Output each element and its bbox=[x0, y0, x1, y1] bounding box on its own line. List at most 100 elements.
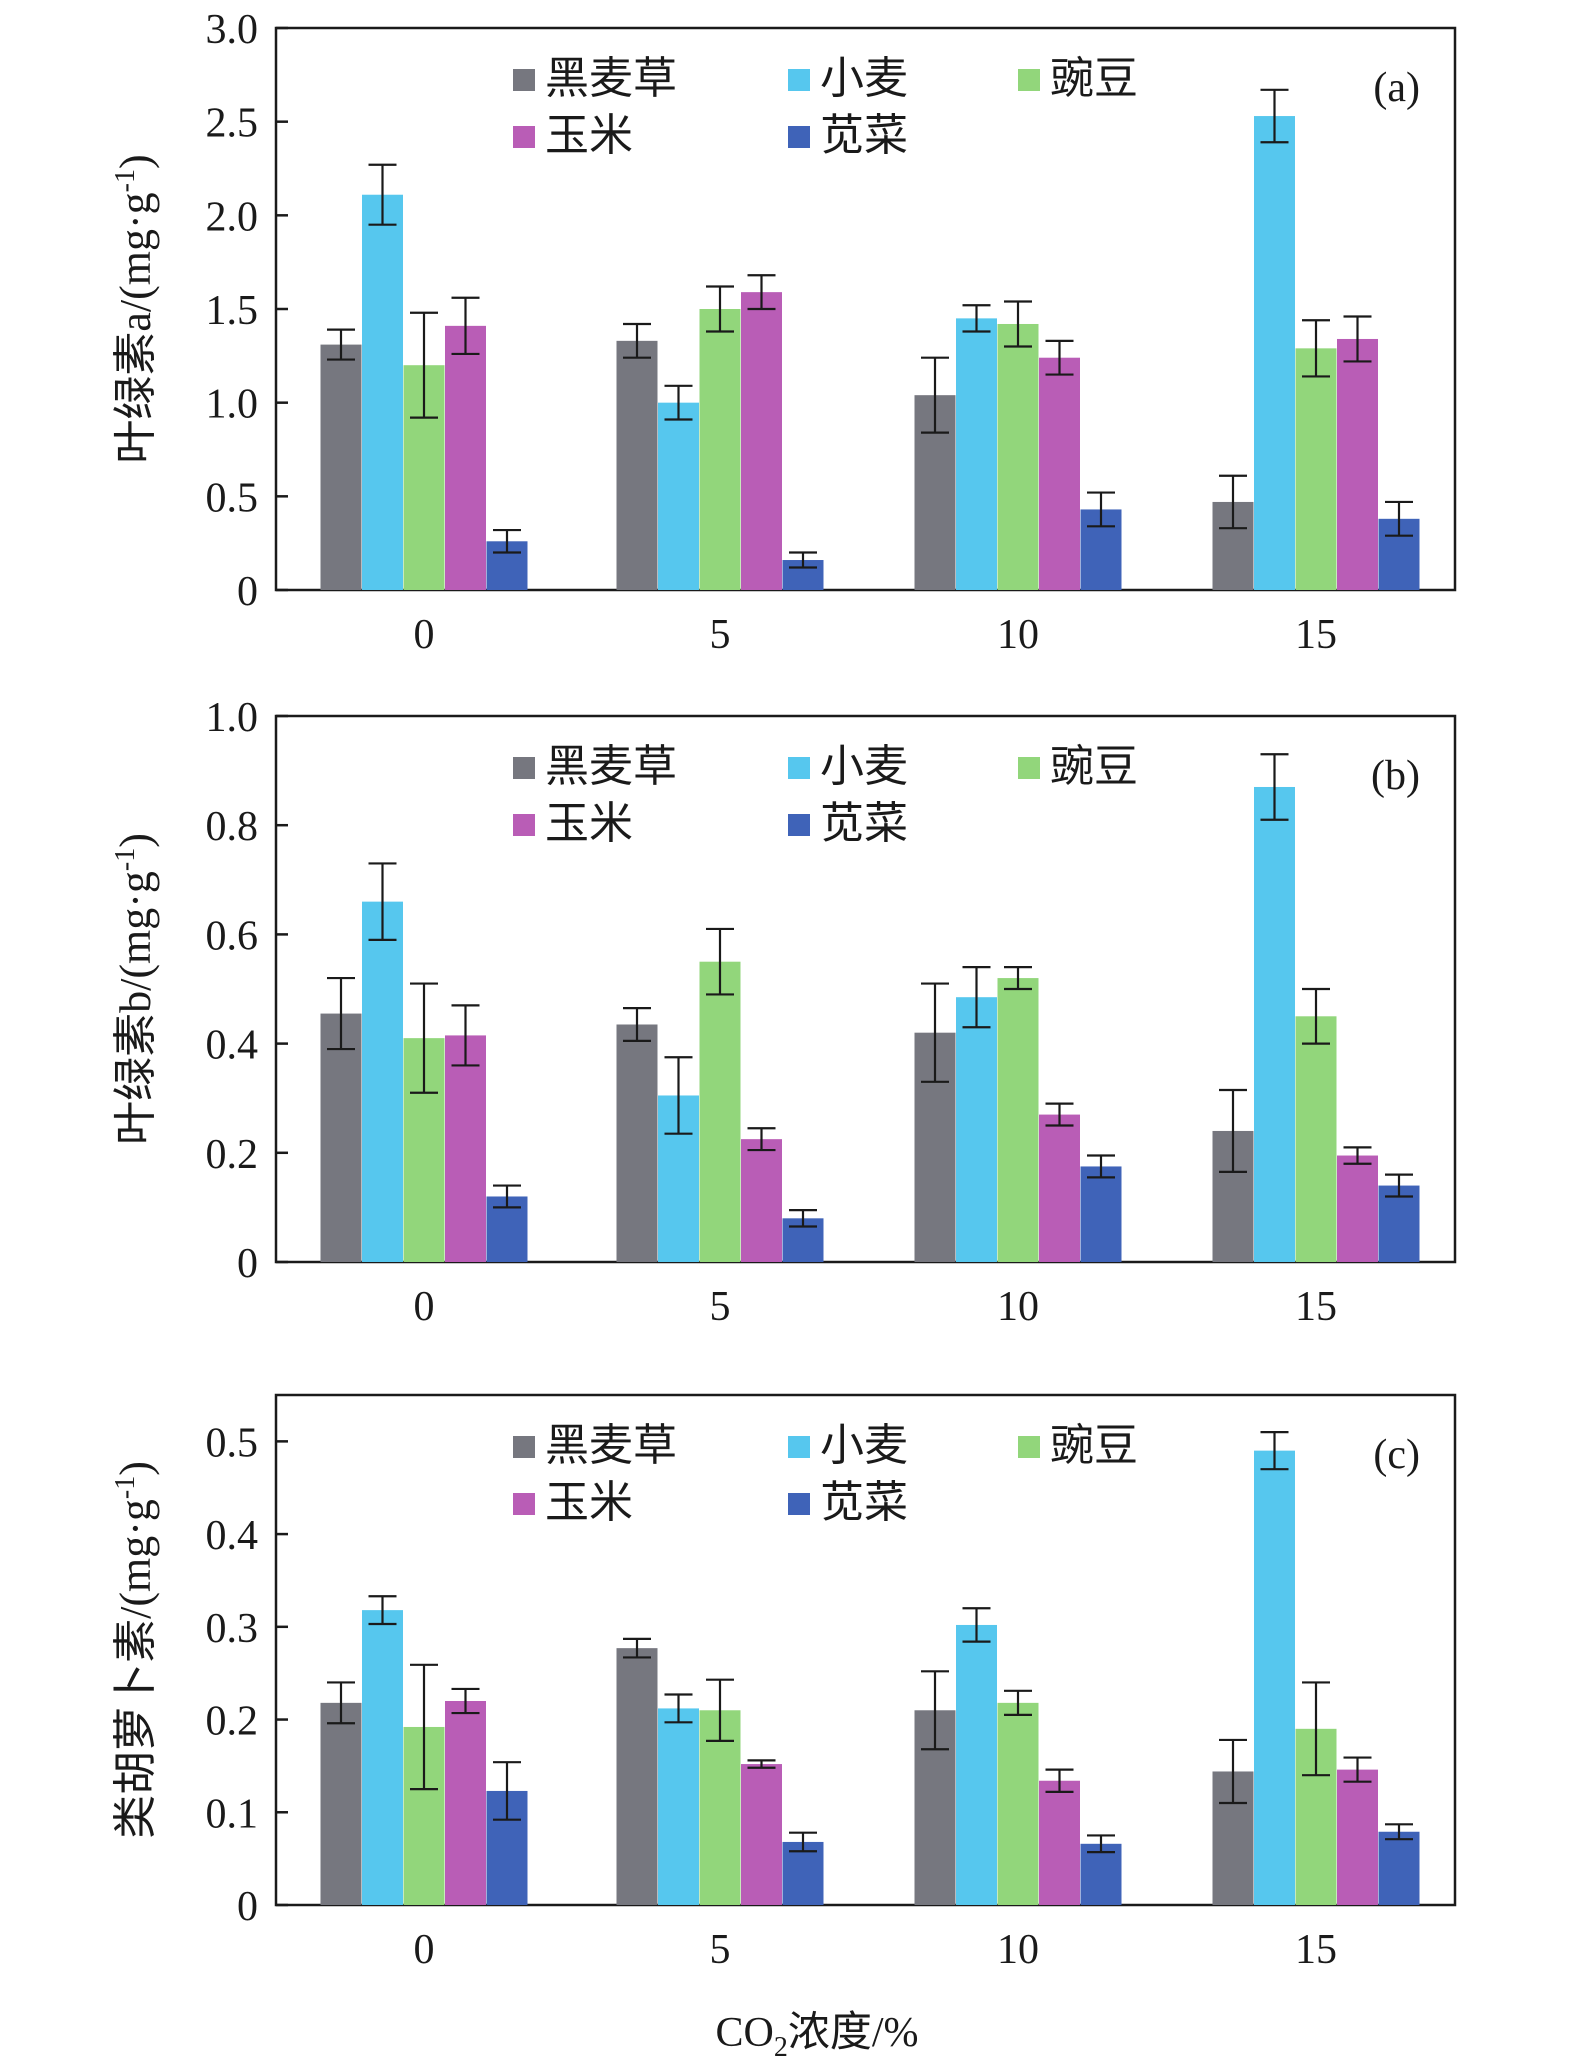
bar bbox=[1337, 1769, 1378, 1905]
legend-item: 玉米 bbox=[513, 799, 633, 848]
bar bbox=[616, 1648, 658, 1905]
bar bbox=[699, 961, 741, 1262]
legend-item: 小麦 bbox=[788, 1421, 908, 1470]
legend-swatch bbox=[788, 126, 810, 148]
legend-swatch bbox=[513, 757, 535, 779]
bar bbox=[445, 325, 486, 590]
y-tick-label: 1.0 bbox=[206, 382, 259, 428]
legend-item: 豌豆 bbox=[1018, 54, 1138, 103]
legend-label: 玉米 bbox=[545, 111, 633, 160]
bar bbox=[1254, 1450, 1295, 1905]
bar bbox=[1039, 357, 1080, 590]
bar bbox=[741, 1139, 782, 1262]
x-tick-label: 5 bbox=[710, 1927, 731, 1973]
bar bbox=[956, 997, 997, 1262]
y-axis-label: 叶绿素b/(mg·g-1) bbox=[110, 833, 160, 1145]
bar bbox=[1337, 338, 1378, 590]
legend-label: 豌豆 bbox=[1050, 1421, 1138, 1470]
y-tick-label: 0.4 bbox=[206, 1023, 259, 1069]
bar bbox=[1295, 1016, 1337, 1262]
bar bbox=[956, 318, 997, 590]
y-tick-label: 3.0 bbox=[206, 7, 259, 53]
y-axis-label: 类胡萝卜素/(mg·g-1) bbox=[110, 1461, 160, 1839]
legend-label: 玉米 bbox=[545, 1478, 633, 1527]
legend-swatch bbox=[513, 814, 535, 836]
plot-frame bbox=[274, 714, 1457, 1264]
x-tick-label: 0 bbox=[414, 1927, 435, 1973]
bar bbox=[1378, 1185, 1420, 1262]
legend-label: 豌豆 bbox=[1050, 54, 1138, 103]
legend-label: 黑麦草 bbox=[545, 1421, 677, 1470]
x-tick-label: 15 bbox=[1295, 1284, 1337, 1330]
legend-swatch bbox=[513, 126, 535, 148]
bar bbox=[362, 194, 403, 590]
legend-swatch bbox=[788, 757, 810, 779]
y-tick-label: 0.1 bbox=[206, 1791, 259, 1837]
chart-panel-1: 0 0.5 1.0 1.5 2.0 2.5 3.0 0 5 10 15 叶绿素a/(mg·g-1) (a… bbox=[110, 7, 1457, 658]
legend-label: 小麦 bbox=[820, 1421, 908, 1470]
x-tick-label: 10 bbox=[997, 1927, 1039, 1973]
legend-swatch bbox=[513, 1436, 535, 1458]
legend-item: 玉米 bbox=[513, 111, 633, 160]
bar bbox=[782, 1841, 824, 1905]
bar bbox=[1039, 1114, 1080, 1262]
legend-item: 黑麦草 bbox=[513, 1421, 677, 1470]
legend-item: 小麦 bbox=[788, 742, 908, 791]
x-axis-label: CO2浓度/% bbox=[715, 2010, 918, 2063]
bar bbox=[362, 1610, 403, 1905]
legend-label: 小麦 bbox=[820, 54, 908, 103]
bar bbox=[741, 1764, 782, 1905]
x-tick-label: 15 bbox=[1295, 1927, 1337, 1973]
y-tick-label: 0.6 bbox=[206, 913, 259, 959]
y-tick-label: 1.0 bbox=[206, 695, 259, 741]
bar bbox=[658, 1708, 699, 1905]
legend-item: 豌豆 bbox=[1018, 1421, 1138, 1470]
x-tick-label: 5 bbox=[710, 1284, 731, 1330]
legend-swatch bbox=[788, 1493, 810, 1515]
bar bbox=[320, 1013, 362, 1262]
bar bbox=[1337, 1155, 1378, 1262]
legend-label: 黑麦草 bbox=[545, 54, 677, 103]
y-tick-label: 1.5 bbox=[206, 288, 259, 334]
bar bbox=[699, 309, 741, 590]
y-tick-label: 0.8 bbox=[206, 804, 259, 850]
bar bbox=[1080, 1166, 1122, 1262]
chart-panel-3: 0 0.1 0.2 0.3 0.4 0.5 0 5 10 15 类胡萝卜素/(mg·g-1) (c) 黑… bbox=[110, 1393, 1457, 1973]
legend-label: 黑麦草 bbox=[545, 742, 677, 791]
bar bbox=[445, 1035, 486, 1262]
legend-label: 豌豆 bbox=[1050, 742, 1138, 791]
y-tick-label: 0 bbox=[237, 1884, 258, 1930]
y-tick-label: 0 bbox=[237, 1241, 258, 1287]
x-tick-label: 15 bbox=[1295, 612, 1337, 658]
bar bbox=[1254, 116, 1295, 591]
bar bbox=[362, 901, 403, 1262]
legend-item: 黑麦草 bbox=[513, 54, 677, 103]
panel-label: (a) bbox=[1373, 65, 1420, 111]
bar bbox=[658, 402, 699, 590]
y-tick-label: 0.2 bbox=[206, 1699, 259, 1745]
legend-item: 豌豆 bbox=[1018, 742, 1138, 791]
bar bbox=[997, 323, 1039, 590]
bar bbox=[699, 1710, 741, 1905]
bar bbox=[320, 344, 362, 590]
bar bbox=[616, 340, 658, 590]
bar bbox=[956, 1624, 997, 1905]
bar bbox=[616, 1024, 658, 1262]
x-tick-label: 10 bbox=[997, 612, 1039, 658]
y-tick-label: 2.5 bbox=[206, 101, 259, 147]
bar bbox=[1378, 1831, 1420, 1905]
legend-swatch bbox=[1018, 69, 1040, 91]
x-tick-label: 0 bbox=[414, 612, 435, 658]
legend-label: 苋菜 bbox=[820, 1478, 908, 1527]
y-tick-label: 0.3 bbox=[206, 1606, 259, 1652]
legend-swatch bbox=[788, 1436, 810, 1458]
bar bbox=[1039, 1780, 1080, 1905]
legend-swatch bbox=[788, 69, 810, 91]
legend-item: 苋菜 bbox=[788, 1478, 908, 1527]
bar bbox=[1254, 786, 1295, 1262]
legend-swatch bbox=[513, 1493, 535, 1515]
legend-swatch bbox=[788, 814, 810, 836]
legend-item: 玉米 bbox=[513, 1478, 633, 1527]
y-tick-label: 0.2 bbox=[206, 1132, 259, 1178]
